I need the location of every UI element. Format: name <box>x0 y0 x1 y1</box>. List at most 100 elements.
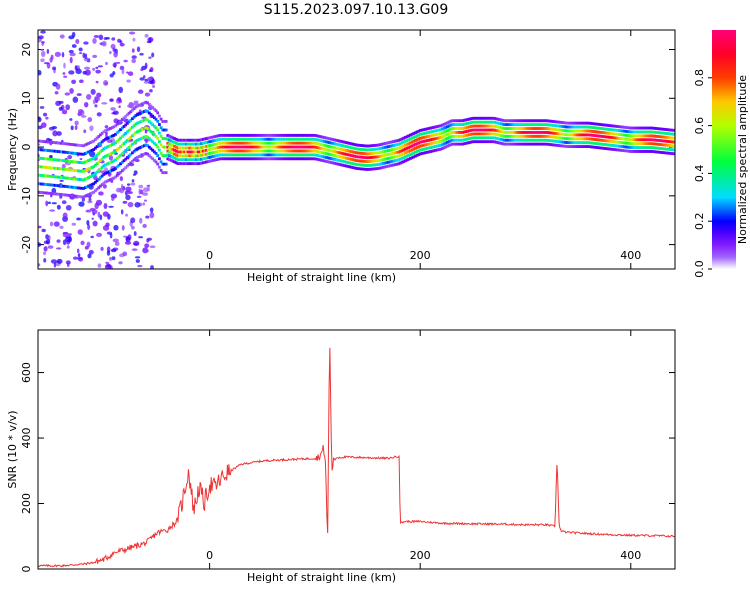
spectrogram-cell <box>602 143 606 146</box>
spectrogram-cell <box>494 140 498 144</box>
spectrogram-cell <box>563 137 567 140</box>
spectrogram-cell <box>619 137 623 140</box>
spectrogram-cell <box>93 138 97 141</box>
spectrogram-cell <box>629 126 633 130</box>
spectrogram-cell <box>149 121 153 125</box>
spectrogram-cell <box>304 145 308 149</box>
spectrogram-cell <box>314 138 318 141</box>
spectrogram-cell <box>139 111 143 115</box>
spectrogram-cell <box>188 162 192 166</box>
spectrogram-cell <box>40 182 43 186</box>
spectrogram-cell <box>594 145 598 149</box>
spectrogram-cell <box>176 142 180 146</box>
spectrogram-cell <box>671 144 675 148</box>
spectrogram-cell <box>452 142 456 146</box>
spectrogram-cell <box>55 167 59 170</box>
spectrogram-cell <box>422 147 426 151</box>
spectrogram-cell <box>83 160 87 164</box>
spectrogram-cell <box>665 151 668 155</box>
spectrogram-cell <box>257 137 261 141</box>
spectrogram-cell <box>61 142 65 145</box>
spectrogram-cell <box>387 149 390 152</box>
spectrogram-cell <box>382 142 385 146</box>
spectrogram-cell <box>587 145 591 148</box>
spectrogram-cell <box>621 149 625 152</box>
snr-xtick-label: 200 <box>410 549 431 562</box>
spectrogram-cell <box>511 142 515 146</box>
spectrogram-cell <box>220 157 224 161</box>
spectrogram-cell <box>163 171 166 175</box>
spectrogram-cell <box>58 150 62 154</box>
spectrogram-cell <box>628 142 631 145</box>
spectrogram-cell <box>240 133 244 137</box>
spectrogram-cell <box>351 166 355 169</box>
spectrogram-cell <box>232 145 235 149</box>
spectrogram-cell <box>626 145 630 149</box>
spectrogram-cell <box>198 142 202 146</box>
spectrogram-cell <box>651 134 655 138</box>
spectrogram-cell <box>631 150 635 153</box>
spectrogram-cell <box>105 137 109 140</box>
spectrogram-cell <box>173 141 176 144</box>
spectrogram-cell <box>493 124 497 128</box>
spectrogram-cell <box>142 152 146 156</box>
spectrogram-cell <box>526 138 530 142</box>
spectrogram-cell <box>252 137 256 141</box>
spectrogram-cell <box>254 157 257 161</box>
spectrogram-cell <box>461 127 465 130</box>
spectrogram-noise-cell <box>121 225 125 231</box>
spectrogram-cell <box>274 145 278 149</box>
spectrogram-cell <box>319 150 323 154</box>
spectrogram-cell <box>521 119 525 123</box>
spectrogram-cell <box>339 151 343 155</box>
spectrogram-cell <box>70 185 74 189</box>
spectrogram-cell <box>75 194 79 198</box>
spectrogram-cell <box>415 153 419 157</box>
spectrogram-cell <box>232 133 235 137</box>
spectrogram-cell <box>442 126 446 130</box>
spectrogram-cell <box>535 123 539 127</box>
spectrogram-cell <box>159 168 163 172</box>
spectrogram-cell <box>152 141 156 145</box>
spectrogram-cell <box>356 155 360 159</box>
spectrogram-cell <box>341 152 345 155</box>
spectrogram-cell <box>473 140 476 144</box>
spectrogram-cell <box>382 158 385 161</box>
spectrogram-noise-cell <box>123 118 129 123</box>
spectrogram-cell <box>46 140 50 144</box>
spectrogram-cell <box>228 145 232 149</box>
spectrogram-cell <box>462 134 466 138</box>
spectrogram-noise-cell <box>87 117 93 123</box>
spectrogram-cell <box>45 191 48 195</box>
spectrogram-cell <box>238 137 242 141</box>
spectrogram-cell <box>601 131 604 134</box>
spectrogram-noise-cell <box>74 125 78 130</box>
spectrogram-cell <box>601 146 604 150</box>
spectrogram-cell <box>616 148 620 152</box>
spectrogram-cell <box>72 194 75 198</box>
spectrogram-noise-cell <box>111 112 117 115</box>
spectrogram-cell <box>646 134 650 138</box>
spectrogram-cell <box>584 121 588 125</box>
spectrogram-cell <box>206 144 210 148</box>
spectrogram-cell <box>434 137 438 141</box>
spectrogram-cell <box>644 150 648 153</box>
spectrogram-cell <box>105 128 109 132</box>
spectrogram-cell <box>75 152 79 156</box>
spectrogram-cell <box>533 123 537 127</box>
spectrogram-cell <box>184 138 188 142</box>
spectrogram-cell <box>232 141 235 145</box>
spectrogram-cell <box>479 132 483 136</box>
spectrogram-cell <box>321 135 325 139</box>
spectrogram-cell <box>638 146 641 149</box>
spectrogram-cell <box>272 137 276 141</box>
spectrogram-cell <box>400 149 404 153</box>
spectrogram-cell <box>114 141 117 145</box>
spectrogram-cell <box>435 125 439 128</box>
spectrogram-cell <box>230 157 234 161</box>
spectrogram-noise-cell <box>51 202 57 205</box>
spectrogram-noise-cell <box>43 251 47 256</box>
spectrogram-noise-cell <box>59 225 64 229</box>
spectrogram-noise-cell <box>62 212 68 219</box>
spectrogram-noise-cell <box>111 256 116 261</box>
